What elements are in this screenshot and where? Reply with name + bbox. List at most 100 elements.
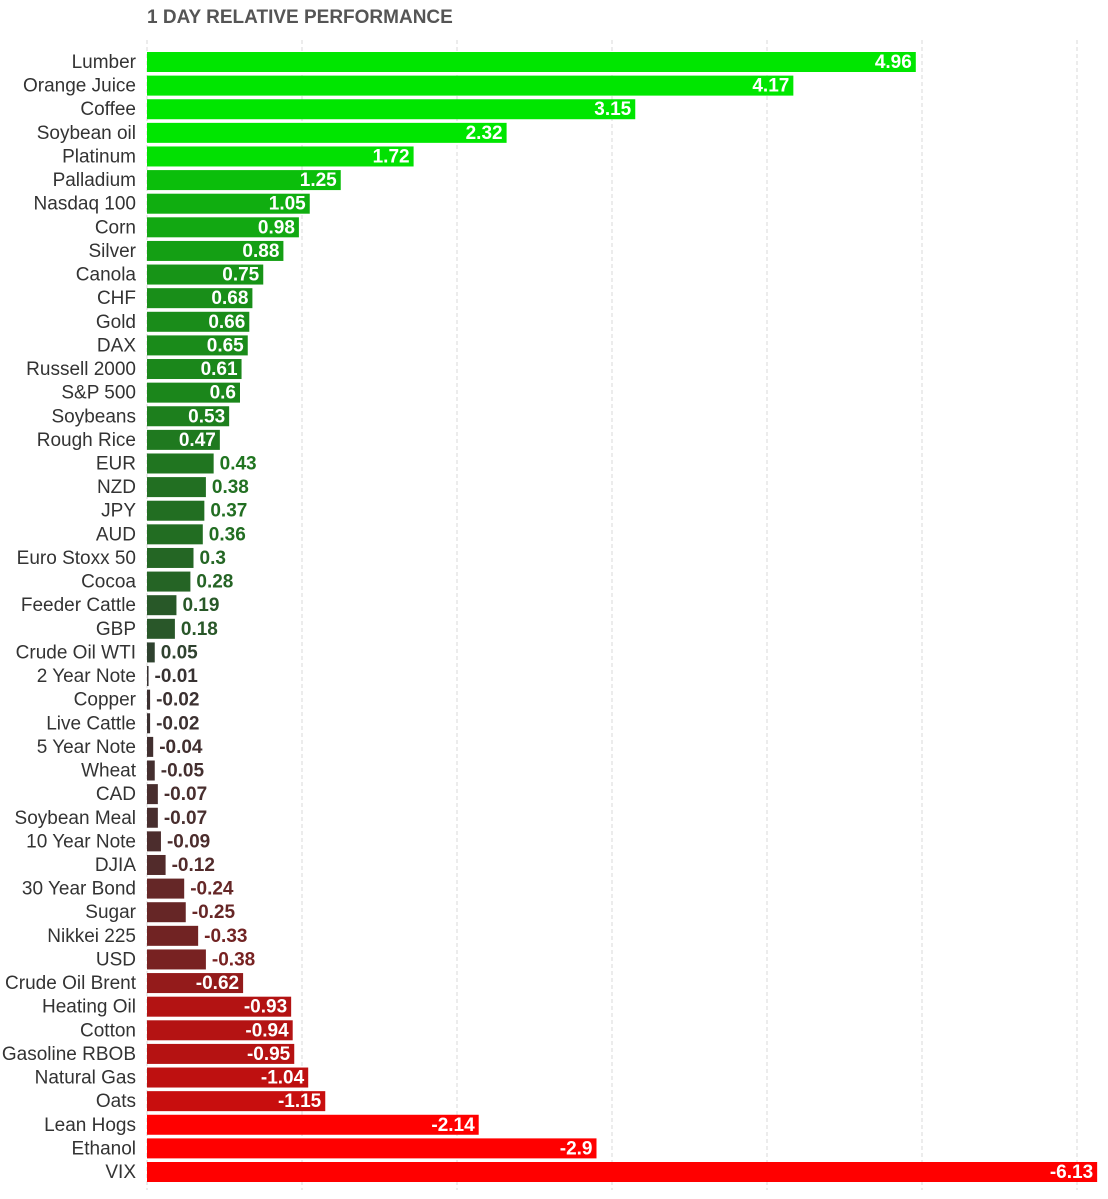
value-label: 1.05 — [269, 194, 306, 215]
category-label: Soybean Meal — [15, 808, 136, 829]
bar — [147, 52, 916, 72]
chart-title: 1 DAY RELATIVE PERFORMANCE — [147, 7, 453, 28]
value-label: -0.62 — [196, 973, 239, 994]
bar — [147, 973, 244, 994]
bar — [147, 1020, 293, 1041]
bar — [147, 453, 214, 474]
category-label: Rough Rice — [37, 430, 136, 451]
value-label: 2.32 — [466, 123, 503, 144]
value-label: -0.25 — [192, 902, 236, 923]
category-label: DAX — [97, 335, 136, 356]
category-label: Gold — [96, 312, 136, 333]
category-label: Feeder Cattle — [21, 595, 136, 616]
value-label: -2.9 — [560, 1138, 593, 1159]
bar — [147, 429, 220, 450]
value-label: -0.07 — [164, 808, 207, 829]
category-label: USD — [96, 949, 136, 970]
bar — [147, 335, 248, 356]
value-label: -0.01 — [155, 666, 199, 687]
bar — [147, 122, 507, 143]
value-label: 0.28 — [196, 572, 233, 593]
bar — [147, 831, 161, 852]
value-label: 0.61 — [201, 359, 238, 380]
value-label: 0.36 — [209, 524, 246, 545]
category-label: Nasdaq 100 — [34, 194, 136, 215]
category-label: Lean Hogs — [44, 1115, 136, 1136]
category-label: NZD — [97, 477, 136, 498]
value-label: -0.95 — [247, 1044, 291, 1065]
category-label: Corn — [95, 217, 136, 238]
bar — [147, 618, 175, 639]
bar — [147, 1043, 295, 1064]
bar — [147, 689, 151, 710]
category-label: CAD — [96, 784, 136, 805]
bar — [147, 500, 205, 521]
bar — [147, 359, 242, 380]
bar — [147, 311, 250, 332]
bar — [147, 1138, 597, 1159]
category-label: Live Cattle — [46, 713, 136, 734]
category-label: Palladium — [53, 170, 136, 191]
value-label: 0.65 — [207, 335, 244, 356]
value-label: -0.04 — [159, 737, 203, 758]
category-label: 30 Year Bond — [22, 879, 136, 900]
bar — [147, 524, 203, 545]
category-label: DJIA — [95, 855, 137, 876]
bar — [147, 713, 151, 734]
value-label: -0.09 — [167, 831, 210, 852]
category-label: GBP — [96, 619, 136, 640]
bar — [147, 217, 299, 238]
value-label: -0.02 — [156, 713, 199, 734]
value-label: -0.12 — [172, 855, 215, 876]
value-label: 0.6 — [210, 383, 236, 404]
value-label: 0.47 — [179, 430, 216, 451]
category-label: 5 Year Note — [37, 737, 136, 758]
value-label: -0.93 — [244, 997, 287, 1018]
bar — [147, 595, 177, 616]
value-label: -0.33 — [204, 926, 247, 947]
category-label: Coffee — [80, 99, 136, 120]
category-label: Euro Stoxx 50 — [17, 548, 136, 569]
category-label: EUR — [96, 454, 136, 475]
bar — [147, 996, 292, 1017]
category-label: Soybean oil — [37, 123, 136, 144]
value-label: 0.66 — [208, 312, 245, 333]
value-label: -0.02 — [156, 690, 199, 711]
category-label: Sugar — [85, 902, 136, 923]
category-label: Wheat — [81, 761, 137, 782]
category-label: CHF — [97, 288, 136, 309]
category-label: Nikkei 225 — [47, 926, 136, 947]
category-label: Lumber — [72, 52, 137, 73]
value-label: 0.3 — [200, 548, 226, 569]
bar — [147, 288, 253, 309]
bar — [147, 406, 230, 427]
value-label: 0.98 — [258, 217, 295, 238]
value-label: 0.05 — [161, 642, 198, 663]
category-label: Soybeans — [51, 406, 136, 427]
bar — [147, 878, 185, 899]
bar — [147, 642, 155, 663]
value-label: 0.88 — [242, 241, 279, 262]
value-label: 0.37 — [210, 501, 247, 522]
bar — [147, 264, 264, 285]
bar — [147, 382, 240, 403]
bar — [147, 477, 206, 498]
category-label: Ethanol — [72, 1138, 136, 1159]
bar — [147, 1067, 309, 1088]
value-label: -0.94 — [245, 1020, 289, 1041]
value-label: -0.38 — [212, 949, 255, 970]
bar — [147, 571, 191, 592]
category-label: Platinum — [62, 146, 136, 167]
category-label: VIX — [105, 1162, 136, 1183]
bar — [147, 146, 414, 167]
category-label: 10 Year Note — [26, 831, 136, 852]
category-label: Orange Juice — [23, 76, 136, 97]
bar — [147, 240, 284, 261]
category-label: AUD — [96, 524, 136, 545]
bar — [147, 807, 158, 828]
category-label: Silver — [88, 241, 136, 262]
category-label: S&P 500 — [61, 383, 136, 404]
value-label: 0.43 — [220, 454, 257, 475]
category-label: Gasoline RBOB — [2, 1044, 136, 1065]
